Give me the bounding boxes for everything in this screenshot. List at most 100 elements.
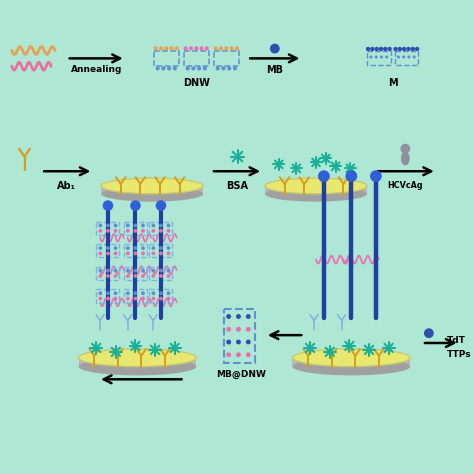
Bar (149, 244, 173, 257)
Ellipse shape (367, 348, 371, 352)
Ellipse shape (159, 297, 163, 301)
Bar (149, 267, 173, 280)
Ellipse shape (334, 165, 337, 168)
Ellipse shape (191, 66, 195, 71)
FancyBboxPatch shape (101, 186, 203, 194)
Ellipse shape (126, 229, 130, 233)
Bar (124, 289, 147, 302)
Ellipse shape (412, 55, 416, 59)
Ellipse shape (94, 346, 98, 350)
Ellipse shape (141, 292, 145, 295)
Ellipse shape (155, 201, 166, 211)
Ellipse shape (169, 46, 173, 50)
Ellipse shape (101, 186, 203, 201)
Ellipse shape (159, 229, 163, 233)
Ellipse shape (134, 292, 137, 295)
Ellipse shape (166, 274, 171, 278)
Ellipse shape (114, 224, 118, 228)
Bar (367, 51, 391, 65)
Ellipse shape (152, 274, 155, 278)
Ellipse shape (114, 274, 118, 278)
Ellipse shape (246, 352, 251, 357)
Ellipse shape (374, 55, 378, 59)
Ellipse shape (106, 274, 110, 278)
Ellipse shape (236, 155, 239, 159)
Ellipse shape (226, 339, 231, 345)
Text: MB@DNW: MB@DNW (217, 370, 266, 379)
Text: HCVcAg: HCVcAg (388, 181, 423, 190)
Ellipse shape (152, 229, 155, 233)
Ellipse shape (159, 292, 163, 295)
Ellipse shape (101, 178, 203, 194)
Ellipse shape (164, 46, 168, 50)
Ellipse shape (387, 47, 392, 51)
Bar (124, 267, 147, 280)
Ellipse shape (270, 44, 280, 54)
Bar (124, 221, 147, 235)
Ellipse shape (166, 246, 171, 250)
Ellipse shape (189, 46, 193, 50)
Ellipse shape (292, 358, 410, 375)
Ellipse shape (159, 46, 163, 50)
Text: MB: MB (266, 65, 283, 75)
Ellipse shape (134, 344, 137, 348)
Ellipse shape (141, 224, 145, 228)
Ellipse shape (246, 314, 251, 319)
Ellipse shape (226, 327, 231, 332)
Ellipse shape (370, 47, 374, 51)
Ellipse shape (166, 229, 171, 233)
Ellipse shape (152, 251, 155, 255)
Ellipse shape (141, 246, 145, 250)
Ellipse shape (126, 224, 130, 228)
Ellipse shape (134, 224, 137, 228)
Bar (149, 221, 173, 235)
Ellipse shape (224, 46, 228, 50)
Ellipse shape (236, 327, 241, 332)
Bar (184, 51, 209, 66)
Ellipse shape (236, 352, 241, 357)
Ellipse shape (134, 297, 137, 301)
Ellipse shape (347, 344, 351, 348)
Ellipse shape (349, 167, 352, 170)
Ellipse shape (402, 47, 406, 51)
Bar (154, 51, 179, 66)
Ellipse shape (114, 297, 118, 301)
Ellipse shape (153, 348, 157, 352)
Ellipse shape (155, 66, 160, 71)
Ellipse shape (159, 274, 163, 278)
Text: TTPs: TTPs (447, 350, 471, 359)
Ellipse shape (99, 224, 102, 228)
Ellipse shape (173, 66, 177, 71)
Ellipse shape (309, 346, 312, 350)
Ellipse shape (103, 201, 113, 211)
Ellipse shape (366, 47, 370, 51)
Ellipse shape (114, 229, 118, 233)
Ellipse shape (106, 251, 110, 255)
Ellipse shape (159, 269, 163, 273)
Ellipse shape (410, 47, 415, 51)
Ellipse shape (126, 269, 130, 273)
Ellipse shape (221, 66, 226, 71)
Ellipse shape (197, 66, 201, 71)
Text: BSA: BSA (227, 181, 248, 191)
Ellipse shape (152, 297, 155, 301)
Ellipse shape (314, 161, 318, 164)
Ellipse shape (79, 349, 196, 366)
Ellipse shape (161, 66, 165, 71)
Ellipse shape (134, 246, 137, 250)
Ellipse shape (401, 152, 410, 165)
Ellipse shape (99, 269, 102, 273)
Ellipse shape (99, 246, 102, 250)
Ellipse shape (141, 269, 145, 273)
Ellipse shape (328, 350, 331, 354)
Ellipse shape (406, 47, 410, 51)
Ellipse shape (387, 346, 391, 350)
Ellipse shape (246, 327, 251, 332)
Ellipse shape (106, 292, 110, 295)
Ellipse shape (236, 339, 241, 345)
Ellipse shape (402, 55, 405, 59)
Bar (214, 51, 239, 66)
Bar (224, 309, 255, 363)
Ellipse shape (369, 55, 373, 59)
Ellipse shape (318, 170, 330, 182)
